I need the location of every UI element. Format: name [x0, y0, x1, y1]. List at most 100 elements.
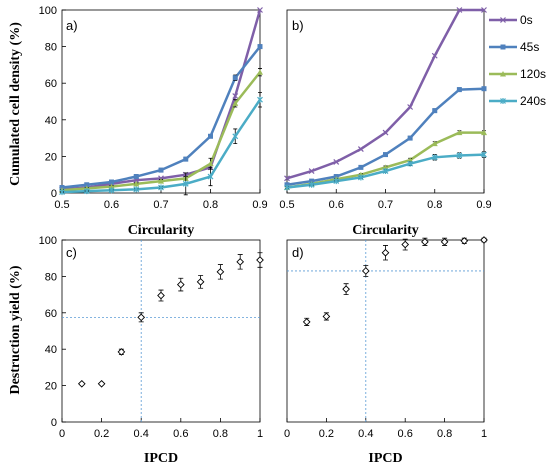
panel-label: c): [66, 245, 77, 260]
data-point: [284, 184, 290, 191]
data-point: [232, 133, 239, 140]
series-240s: [59, 91, 263, 196]
panel-d: 0 0.2 0.4 0.6 0.8 1 d) IPCD: [284, 236, 488, 466]
x-tick-label: 0: [59, 428, 65, 440]
data-point: [77, 379, 86, 388]
data-point: [383, 152, 388, 158]
data-point: [108, 187, 115, 194]
data-point: [257, 69, 263, 75]
x-tick-label: 0.6: [398, 428, 413, 440]
x-tick-label: 0.9: [476, 199, 491, 211]
data-point: [361, 267, 370, 275]
y-tick-label: 40: [45, 115, 57, 127]
x-tick-label: 0.9: [252, 199, 267, 211]
data-point: [382, 164, 389, 170]
x-tick-label: 0.7: [153, 199, 168, 211]
data-point: [322, 312, 331, 321]
x-tick-label: 0.8: [427, 199, 442, 211]
data-point: [401, 240, 410, 249]
data-point: [207, 160, 214, 167]
data-point: [460, 237, 469, 245]
panel-label: d): [292, 245, 304, 260]
legend-marker: [500, 17, 506, 23]
x-tick-label: 0.6: [173, 428, 188, 440]
data-point: [109, 179, 114, 185]
series-240s: [284, 151, 487, 191]
x-tick-label: 0.8: [213, 428, 228, 440]
legend-item: 45s: [489, 40, 539, 54]
data-point: [236, 258, 245, 266]
data-point: [232, 93, 239, 99]
data-point: [97, 379, 106, 388]
panel-c: 0 0.2 0.4 0.6 0.8 1 0 20 40 60 80 100 c) IPCD: [39, 235, 264, 466]
data-point: [158, 178, 164, 184]
data-point: [456, 152, 463, 159]
data-point: [358, 164, 364, 170]
legend: 0s 45s 120s 240s: [489, 13, 546, 108]
data-point: [407, 135, 413, 141]
data-point: [257, 44, 263, 50]
data-point: [117, 348, 126, 356]
legend-label: 120s: [520, 67, 546, 81]
data-point: [257, 96, 263, 103]
data-point: [232, 75, 238, 81]
x-tick-label: 0.4: [134, 428, 149, 440]
data-point: [158, 184, 164, 191]
data-point: [407, 157, 414, 163]
y-tick-label: 100: [39, 5, 57, 17]
data-point: [407, 104, 414, 110]
plot-frame: [61, 9, 261, 194]
data-point: [421, 237, 429, 246]
data-point: [207, 173, 214, 180]
x-axis-title: IPCD: [144, 451, 178, 466]
legend-marker: [500, 98, 506, 104]
panel-a: 0.5 0.6 0.7 0.8 0.9 0 20 40 60 80 100 a) Circularity: [39, 5, 268, 238]
data-point: [133, 186, 140, 193]
plot-frame: [286, 239, 485, 423]
data-point: [284, 175, 290, 182]
series-45s: [59, 44, 263, 191]
x-axis-title: Circularity: [128, 223, 195, 238]
y-tick-label: 60: [45, 78, 57, 90]
plot-frame: [61, 239, 261, 423]
y-tick-label: 80: [45, 271, 57, 283]
series-120s: [59, 68, 263, 193]
data-point: [381, 248, 390, 257]
data-point: [431, 52, 438, 59]
data-point: [431, 140, 438, 147]
panel-label: b): [292, 18, 304, 33]
ylabel-bottom: Destruction yield (%): [8, 265, 23, 394]
y-tick-label: 80: [45, 42, 57, 54]
x-tick-label: 0.2: [94, 428, 109, 440]
series-line: [61, 9, 262, 191]
legend-item: 120s: [489, 67, 546, 81]
data-point: [342, 285, 350, 293]
series-0s: [284, 7, 487, 182]
x-tick-label: 0.8: [203, 199, 218, 211]
data-point: [456, 7, 463, 13]
legend-label: 45s: [520, 40, 539, 54]
x-tick-label: 0.5: [54, 199, 69, 211]
data-point: [431, 154, 438, 161]
legend-label: 0s: [520, 13, 533, 27]
legend-marker: [500, 71, 506, 77]
data-point: [382, 129, 389, 136]
data-point: [480, 236, 488, 244]
y-tick-label: 100: [39, 235, 57, 247]
legend-label: 240s: [520, 94, 546, 108]
data-point: [137, 313, 146, 322]
data-point: [59, 189, 65, 196]
data-point: [157, 291, 165, 300]
data-point: [357, 174, 364, 181]
x-tick-label: 1: [257, 428, 263, 440]
x-tick-label: 0.2: [319, 428, 334, 440]
x-tick-label: 0.7: [378, 199, 393, 211]
x-tick-label: 1: [481, 428, 487, 440]
data-point: [481, 151, 487, 158]
x-axis-title: IPCD: [368, 451, 402, 466]
data-point: [232, 100, 239, 106]
data-point: [302, 318, 311, 326]
x-tick-label: 0.8: [437, 428, 452, 440]
data-point: [333, 178, 340, 185]
